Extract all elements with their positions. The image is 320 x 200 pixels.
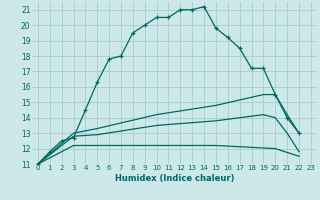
X-axis label: Humidex (Indice chaleur): Humidex (Indice chaleur) — [115, 174, 234, 183]
